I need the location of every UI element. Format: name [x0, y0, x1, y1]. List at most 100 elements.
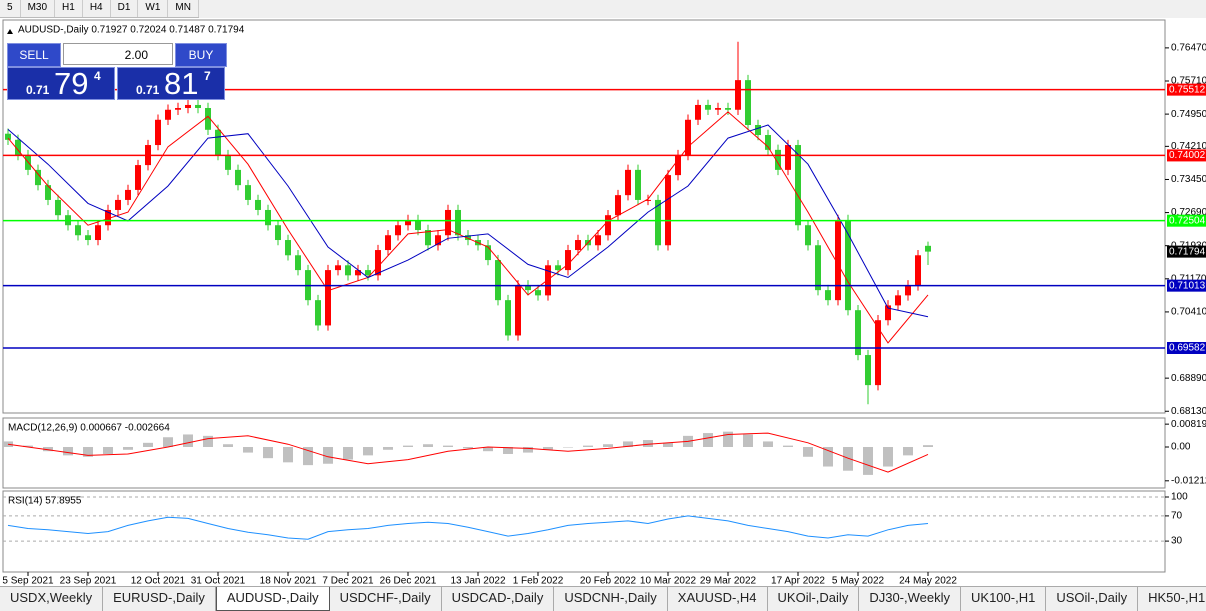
price-point: 4	[94, 69, 101, 83]
chart-tab[interactable]: USDCHF-,Daily	[330, 587, 442, 611]
moving-average	[7, 111, 929, 344]
candle-body	[845, 219, 851, 311]
candle-body	[385, 235, 391, 251]
y-tick-label: 30	[1171, 536, 1183, 547]
chart-tab[interactable]: EURUSD-,Daily	[103, 587, 216, 611]
macd-bar	[823, 447, 833, 467]
macd-bar	[363, 447, 373, 456]
candle-body	[725, 108, 731, 110]
chart-tab[interactable]: USDCNH-,Daily	[554, 587, 668, 611]
candle-body	[255, 199, 261, 210]
chart-tab[interactable]: XAUUSD-,H4	[668, 587, 768, 611]
macd-bar	[543, 447, 553, 450]
timeframe-button[interactable]: MN	[168, 0, 199, 17]
candle-body	[5, 133, 11, 140]
macd-bar	[743, 434, 753, 448]
macd-bar	[623, 441, 633, 448]
panel-title: RSI(14) 57.8955	[8, 496, 82, 507]
candle-body	[905, 285, 911, 296]
y-tick-label: 0.74210	[1171, 141, 1206, 152]
timeframe-button[interactable]: 5	[0, 0, 21, 17]
candle-body	[325, 270, 331, 326]
chart-tab[interactable]: USOil-,Daily	[1046, 587, 1139, 611]
chart-tab[interactable]: UKOil-,Daily	[768, 587, 860, 611]
moving-average	[7, 124, 929, 318]
candle-body	[245, 185, 251, 200]
chart-window: 0.76470 0.75710 0.74950 0.74210 0.73450 0.726…	[0, 18, 1206, 586]
macd-bar	[83, 447, 93, 457]
level-label-bg	[1167, 214, 1206, 227]
chart-tab[interactable]: UK100-,H1	[961, 587, 1047, 611]
candle-body	[545, 265, 551, 296]
candle-body	[95, 225, 101, 241]
macd-bar	[343, 447, 353, 460]
panel-marks	[3, 431, 933, 475]
candle-body	[735, 80, 741, 110]
y-tick-label: 0.70410	[1171, 307, 1206, 318]
candle-body	[275, 225, 281, 241]
macd-bar	[883, 447, 893, 467]
candle-body	[125, 189, 131, 200]
lot-input[interactable]: 2.00	[63, 43, 173, 65]
panel-title: MACD(12,26,9) 0.000667 -0.002664	[8, 423, 170, 434]
candle-body	[815, 245, 821, 291]
candle-body	[605, 215, 611, 236]
candle-body	[635, 169, 641, 200]
x-tick-label: 5 May 2022	[832, 576, 885, 586]
candle-body	[455, 209, 461, 236]
y-tick-label: 0.00	[1171, 442, 1191, 453]
macd-bar	[103, 447, 113, 454]
candle-body	[495, 260, 501, 301]
ask-price[interactable]: 0.71 81 7	[117, 66, 225, 101]
chart-tab[interactable]: DJ30-,Weekly	[859, 587, 962, 611]
candle-body	[45, 185, 51, 200]
macd-bar	[23, 445, 33, 448]
candle-body	[865, 355, 871, 386]
timeframe-button[interactable]: W1	[138, 0, 169, 17]
chart-tab[interactable]: USDCAD-,Daily	[442, 587, 555, 611]
candle-body	[505, 300, 511, 336]
x-tick-label: 7 Dec 2021	[322, 576, 374, 586]
macd-bar	[703, 433, 713, 448]
candle-body	[795, 145, 801, 226]
y-tick-label: 0.75710	[1171, 76, 1206, 87]
one-click-trading: SELL 2.00 BUY 0.71 79 4 0.71 81 7	[7, 43, 227, 101]
timeframe-button[interactable]: D1	[111, 0, 139, 17]
candle-body	[395, 225, 401, 236]
macd-bar	[383, 447, 393, 450]
bid-price[interactable]: 0.71 79 4	[7, 66, 115, 101]
macd-bar	[443, 445, 453, 448]
macd-bar	[563, 447, 573, 448]
candle-body	[225, 155, 231, 170]
macd-bar	[243, 447, 253, 453]
macd-bar	[223, 444, 233, 448]
y-tick-label: -0.01212	[1171, 475, 1206, 486]
chart-tab[interactable]: AUDUSD-,Daily	[215, 587, 330, 611]
level-label: 0.69582	[1169, 343, 1206, 354]
candle-body	[875, 320, 881, 386]
chart-tab[interactable]: USDX,Weekly	[0, 587, 104, 611]
candle-body	[835, 219, 841, 301]
signal-line	[7, 432, 929, 473]
candle-body	[675, 155, 681, 176]
panel-frame	[2, 19, 1166, 414]
level-label: 0.75512	[1169, 84, 1206, 95]
level-label-bg	[1167, 83, 1206, 96]
candle-body	[435, 235, 441, 246]
candle-body	[685, 119, 691, 156]
candle-body	[695, 104, 701, 120]
macd-bar	[303, 447, 313, 466]
chart-tab[interactable]: HK50-,H1	[1138, 587, 1206, 611]
timeframe-button[interactable]: H4	[83, 0, 111, 17]
timeframe-button[interactable]: H1	[55, 0, 83, 17]
price-prefix: 0.71	[136, 83, 160, 97]
candle-body	[465, 235, 471, 241]
sell-button[interactable]: SELL	[7, 43, 61, 67]
candle-body	[555, 265, 561, 271]
buy-button[interactable]: BUY	[175, 43, 227, 67]
macd-bar	[143, 442, 153, 448]
level-label: 0.71013	[1169, 280, 1206, 291]
timeframe-button[interactable]: M30	[21, 0, 56, 17]
macd-bar	[463, 447, 473, 449]
candle-body	[135, 165, 141, 190]
